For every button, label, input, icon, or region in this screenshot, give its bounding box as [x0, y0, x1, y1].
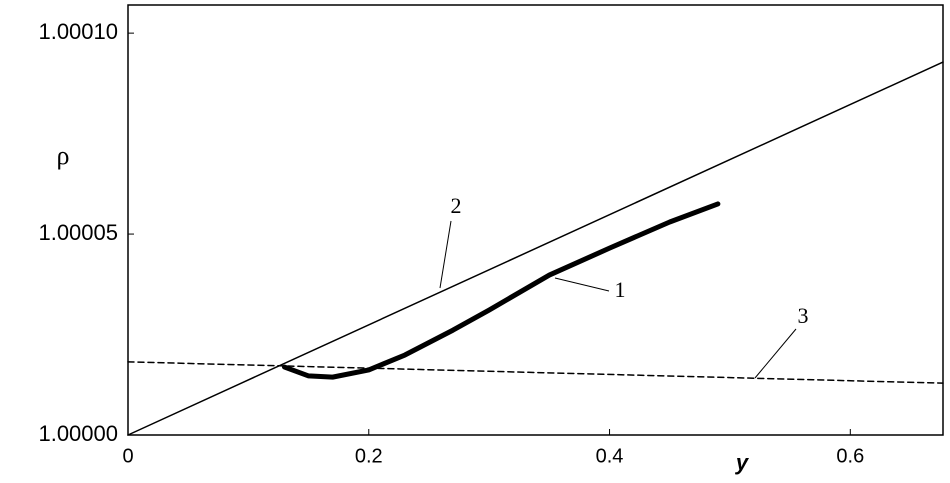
series-label: 2	[451, 193, 462, 218]
leader-line	[439, 220, 452, 289]
leader-line	[754, 328, 797, 379]
x-tick-label: 0.2	[355, 445, 383, 467]
x-tick-label: 0.6	[836, 445, 864, 467]
y-tick-label: 1.00005	[38, 220, 118, 245]
y-tick-label: 1.00010	[38, 19, 118, 44]
plot-frame	[127, 4, 944, 436]
series-line	[127, 61, 944, 436]
series-line	[127, 361, 944, 384]
x-tick-label: 0.4	[596, 445, 624, 467]
x-axis-label: y	[735, 450, 750, 475]
series-line	[281, 201, 721, 380]
series-label: 1	[615, 277, 626, 302]
x-tick-label: 0	[122, 445, 133, 467]
series-label: 3	[798, 303, 809, 328]
leader-line	[554, 277, 610, 292]
y-tick-label: 1.00000	[38, 421, 118, 446]
y-axis-label: ρ	[57, 141, 70, 170]
